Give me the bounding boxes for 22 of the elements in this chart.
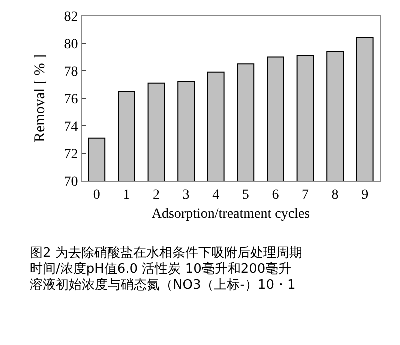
x-tick-label: 5	[242, 188, 250, 203]
y-tick-label: 78	[64, 64, 78, 80]
x-tick-label: 1	[123, 188, 130, 203]
text: 溶液初始浓度与硝态氮（NO3（上标-）10・1	[30, 277, 296, 293]
text: 时间/浓度pH值6.0 活性炭 10毫升和200毫升	[30, 261, 292, 277]
x-tick-label: 2	[153, 188, 160, 203]
y-tick-label: 72	[64, 147, 78, 162]
y-tick-label: 74	[64, 120, 78, 135]
y-tick-label: 76	[64, 92, 78, 108]
y-tick-label: 70	[64, 174, 78, 190]
caption: 图2 为去除硝酸盐在水相条件下吸附后处理周期	[30, 246, 302, 261]
x-tick-label: 0	[93, 188, 100, 203]
x-tick-label: 9	[362, 188, 369, 203]
x-tick-label: 7	[302, 188, 309, 203]
y-tick-label: 82	[64, 10, 78, 25]
x-tick-label: 4	[212, 188, 220, 203]
x-tick-label: 6	[272, 188, 280, 203]
x-axis-title: Adsorption/treatment cycles	[152, 207, 310, 222]
y-axis-title: Removal [ % ]	[32, 54, 48, 142]
x-tick-label: 8	[332, 188, 339, 203]
x-tick-label: 3	[182, 188, 190, 203]
y-tick-label: 80	[64, 37, 78, 52]
